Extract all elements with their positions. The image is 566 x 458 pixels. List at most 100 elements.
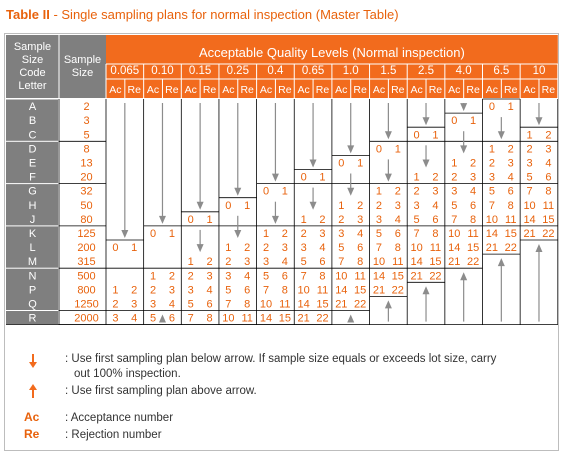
- re-value: 3: [282, 242, 288, 254]
- ac-header-label: Ac: [222, 84, 234, 96]
- ac-value: 2: [451, 172, 457, 184]
- arrow-head: [384, 300, 392, 309]
- ac-value: 14: [260, 313, 272, 325]
- code-letter-group: [6, 141, 58, 184]
- re-value: 8: [508, 200, 514, 212]
- re-value: 22: [467, 256, 479, 268]
- down-arrow-icon: [271, 103, 279, 182]
- re-value: 6: [206, 298, 212, 310]
- ac-header-label: Ac: [448, 84, 460, 96]
- down-arrow-icon: [271, 201, 279, 224]
- code-letter: J: [30, 214, 36, 226]
- ac-value: 14: [448, 242, 460, 254]
- code-letter: L: [29, 242, 35, 254]
- re-value: 2: [357, 200, 363, 212]
- re-value: 3: [508, 157, 514, 169]
- re-value: 15: [429, 256, 441, 268]
- ac-value: 5: [263, 270, 269, 282]
- ac-value: 1: [225, 242, 231, 254]
- ac-value: 7: [451, 214, 457, 226]
- legend-ac-text: : Acceptance number: [65, 412, 174, 424]
- sample-size: 80: [80, 214, 92, 226]
- arrow-head: [234, 230, 242, 238]
- ac-header-label: Ac: [298, 84, 310, 96]
- code-letter: G: [28, 186, 37, 198]
- re-value: 6: [545, 172, 551, 184]
- ac-header-label: Ac: [486, 84, 498, 96]
- ac-value: 2: [376, 200, 382, 212]
- re-value: 11: [392, 256, 403, 268]
- arrow-head: [196, 201, 204, 210]
- ac-value: 3: [376, 214, 382, 226]
- ac-value: 1: [451, 157, 457, 169]
- re-value: 11: [505, 214, 516, 226]
- ac-value: 10: [486, 214, 498, 226]
- arrow-head: [347, 314, 355, 323]
- code-size-header: [6, 35, 106, 98]
- ac-value: 14: [523, 214, 535, 226]
- sample-size: 32: [80, 186, 92, 198]
- ac-value: 14: [486, 228, 498, 240]
- ac-value: 0: [112, 242, 118, 254]
- re-value: 22: [316, 313, 328, 325]
- re-header-label: Re: [504, 84, 518, 96]
- ac-value: 3: [150, 298, 156, 310]
- re-value: 15: [542, 214, 554, 226]
- ac-value: 0: [188, 214, 194, 226]
- ac-value: 1: [338, 200, 344, 212]
- ac-value: 10: [448, 228, 460, 240]
- re-value: 6: [508, 186, 514, 198]
- ac-value: 7: [414, 228, 420, 240]
- re-value: 3: [244, 256, 250, 268]
- ac-value: 7: [263, 284, 269, 296]
- re-value: 11: [317, 284, 328, 296]
- aql-level-label: 10: [533, 65, 546, 77]
- down-arrow-icon: [384, 159, 392, 182]
- ac-value: 21: [410, 270, 422, 282]
- ac-value: 2: [225, 256, 231, 268]
- ac-value: 0: [150, 228, 156, 240]
- up-arrow-icon: [535, 244, 543, 322]
- arrow-head: [158, 314, 166, 323]
- re-header-label: Re: [466, 84, 480, 96]
- ac-value: 2: [188, 270, 194, 282]
- code-letter: A: [29, 101, 37, 113]
- code-letter-group: [6, 99, 58, 141]
- arrow-head: [309, 159, 317, 168]
- re-value: 15: [505, 228, 517, 240]
- ac-value: 21: [523, 228, 535, 240]
- re-value: 11: [241, 313, 252, 325]
- up-arrow-icon: [460, 272, 468, 322]
- down-arrow-icon: [535, 103, 543, 126]
- ac-value: 5: [338, 242, 344, 254]
- header-sample-size-line: Size: [72, 67, 93, 79]
- re-value: 2: [395, 186, 401, 198]
- ac-value: 5: [451, 200, 457, 212]
- re-value: 2: [545, 129, 551, 141]
- re-header-label: Re: [240, 84, 254, 96]
- re-header-label: Re: [429, 84, 443, 96]
- down-arrow-icon: [158, 103, 166, 224]
- re-value: 4: [206, 284, 212, 296]
- ac-value: 3: [338, 228, 344, 240]
- aql-level-label: 4.0: [456, 65, 472, 77]
- aql-header-title: Acceptable Quality Levels (Normal inspec…: [199, 45, 465, 60]
- ac-header-label: Ac: [523, 84, 535, 96]
- arrow-head: [347, 187, 355, 196]
- re-value: 4: [545, 157, 551, 169]
- re-value: 4: [508, 172, 514, 184]
- down-arrow-icon: [196, 103, 204, 210]
- table-number: Table II: [6, 7, 50, 22]
- sampling-table-frame: Sample Size Code Letter Sample Size Acceptable…: [4, 33, 559, 451]
- re-value: 8: [395, 242, 401, 254]
- re-value: 6: [244, 284, 250, 296]
- re-header-label: Re: [203, 84, 217, 96]
- ac-value: 7: [489, 200, 495, 212]
- arrow-head: [121, 230, 129, 238]
- ac-value: 0: [225, 200, 231, 212]
- arrow-head: [347, 145, 355, 154]
- ac-value: 5: [188, 298, 194, 310]
- arrow-head: [422, 286, 430, 295]
- ac-value: 2: [301, 228, 307, 240]
- re-value: 4: [319, 242, 325, 254]
